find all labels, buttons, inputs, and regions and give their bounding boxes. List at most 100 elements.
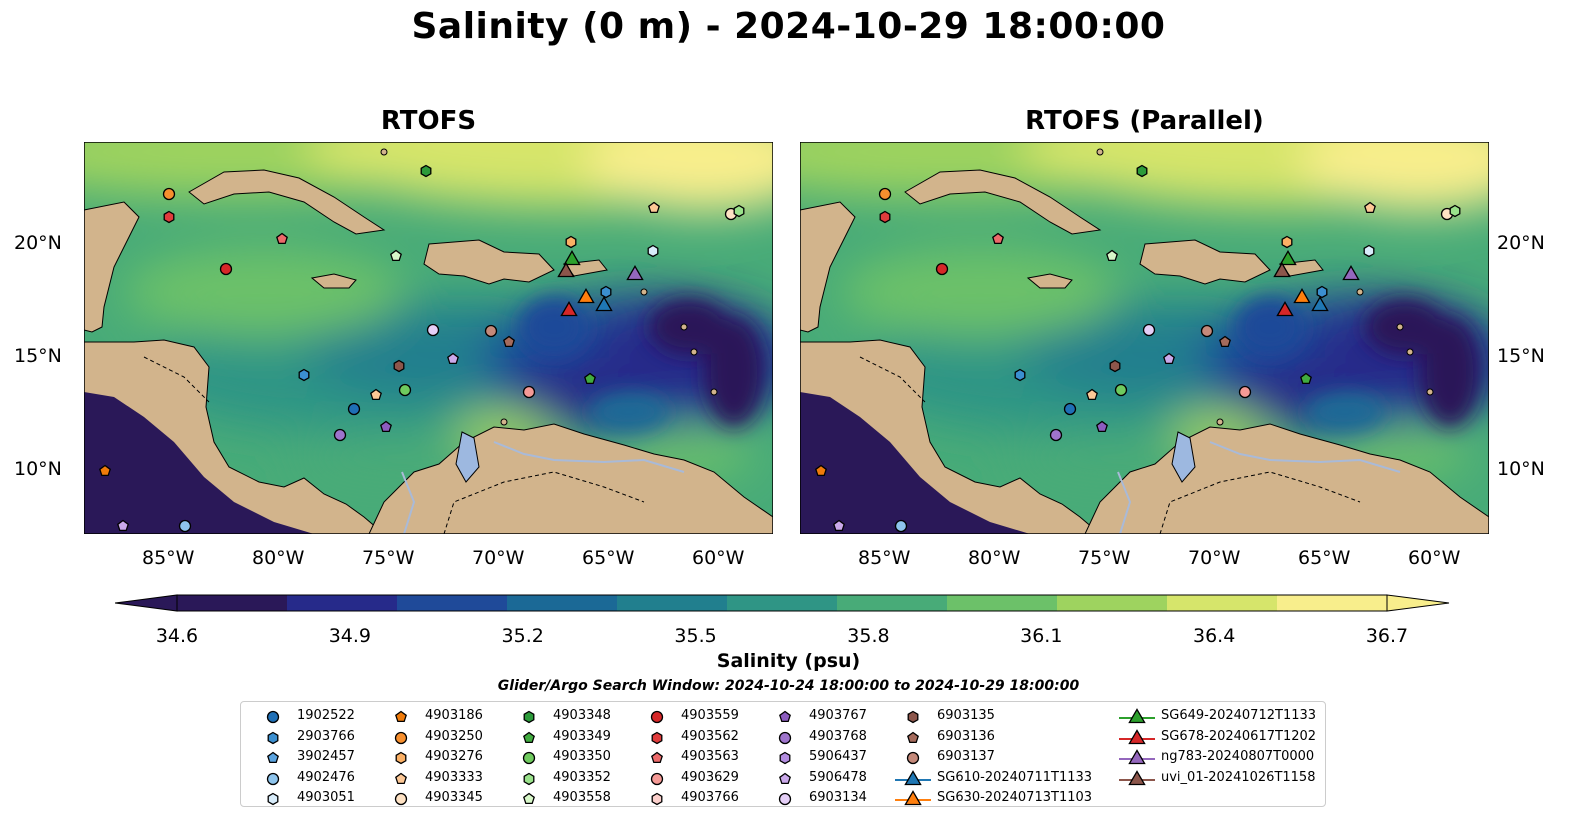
map-marker-4903350[interactable] — [398, 383, 412, 397]
map-marker-4903186[interactable] — [815, 464, 827, 477]
map-marker-4903333[interactable] — [648, 201, 660, 214]
map-marker-ng783-20240807t0000[interactable] — [626, 264, 644, 281]
map-marker-sg610-20240711t1133[interactable] — [1311, 295, 1329, 312]
map-marker-4903333[interactable] — [370, 388, 382, 401]
map-marker-4903276[interactable] — [565, 235, 577, 249]
legend-marker — [394, 731, 408, 744]
map-marker-6903135[interactable] — [393, 359, 405, 373]
map-marker-4903186[interactable] — [99, 464, 111, 477]
map-marker-4903250[interactable] — [878, 187, 892, 201]
map-marker-4903352[interactable] — [733, 204, 745, 218]
map-marker-4903051[interactable] — [647, 244, 659, 258]
legend-label: 4903333 — [425, 769, 483, 785]
map-marker-4903348[interactable] — [1136, 164, 1148, 178]
map-marker-uvi_01-20241026t1158[interactable] — [1273, 261, 1291, 278]
map-marker-4903559[interactable] — [935, 262, 949, 276]
lon-label-80w-left: 80°W — [252, 547, 305, 569]
legend-label: SG649-20240712T1133 — [1161, 708, 1317, 723]
map-marker-4903276[interactable] — [1281, 235, 1293, 249]
map-marker-4903333[interactable] — [1086, 388, 1098, 401]
map-marker-sg678-20240617t1202[interactable] — [560, 300, 578, 317]
legend-marker — [778, 792, 792, 806]
colorbar-tick-label: 35.2 — [501, 625, 544, 647]
legend-marker — [906, 751, 920, 765]
map-marker-4903768[interactable] — [333, 428, 347, 442]
map-marker-4903563[interactable] — [276, 232, 288, 245]
colorbar-segment — [947, 595, 1058, 611]
map-marker-6903134[interactable] — [426, 323, 440, 337]
map-marker-4903051[interactable] — [1363, 244, 1375, 258]
legend-marker — [266, 772, 280, 785]
map-panel-rtofs[interactable] — [83, 141, 774, 535]
map-marker-1902522[interactable] — [347, 402, 361, 416]
map-marker-5906478[interactable] — [1163, 352, 1175, 365]
map-marker-4903349[interactable] — [1300, 372, 1312, 385]
map-marker-4903768[interactable] — [1049, 428, 1063, 442]
legend-label: 1902522 — [297, 708, 355, 723]
legend-label: 4903345 — [425, 790, 483, 805]
map-marker-2903766[interactable] — [600, 285, 612, 299]
map-marker-4903562[interactable] — [879, 210, 891, 224]
legend-marker — [650, 710, 664, 724]
map-marker-6903137[interactable] — [1200, 324, 1214, 338]
map-marker-2903766[interactable] — [298, 368, 310, 382]
map-marker-4903563[interactable] — [992, 232, 1004, 245]
legend-marker — [651, 731, 663, 744]
colorbar-segment — [1167, 595, 1278, 611]
map-marker-6903134[interactable] — [1142, 323, 1156, 337]
map-marker-uvi_01-20241026t1158[interactable] — [557, 261, 575, 278]
map-marker-sg649-20240712t1133[interactable] — [563, 249, 581, 266]
map-marker-4903333[interactable] — [1364, 201, 1376, 214]
lon-label-85w-right: 85°W — [858, 547, 911, 569]
legend-marker — [779, 751, 791, 765]
map-marker-4903562[interactable] — [163, 210, 175, 224]
legend-label: 4903629 — [681, 769, 739, 785]
map-marker-4903558[interactable] — [1106, 249, 1118, 262]
legend-label: 4902476 — [297, 769, 355, 785]
map-marker-sg649-20240712t1133[interactable] — [1279, 249, 1297, 266]
map-marker-6903136[interactable] — [503, 335, 515, 348]
map-marker-4903349[interactable] — [584, 372, 596, 385]
map-marker-6903136[interactable] — [1219, 335, 1231, 348]
legend-label: 4903558 — [553, 790, 611, 805]
map-marker-2903766[interactable] — [1316, 285, 1328, 299]
legend-label: 4903051 — [297, 790, 355, 805]
map-marker-1902522[interactable] — [178, 519, 192, 533]
map-marker-sg630-20240713t1103[interactable] — [1293, 287, 1311, 304]
map-marker-6903137[interactable] — [484, 324, 498, 338]
map-marker-4903348[interactable] — [420, 164, 432, 178]
map-marker-sg630-20240713t1103[interactable] — [577, 287, 595, 304]
legend-marker — [895, 769, 931, 785]
legend-label: 4903559 — [681, 708, 739, 723]
colorbar-min-extend — [115, 594, 178, 612]
map-marker-5906478[interactable] — [447, 352, 459, 365]
colorbar — [115, 594, 1450, 612]
map-marker-4903250[interactable] — [162, 187, 176, 201]
map-marker-5906478[interactable] — [117, 519, 129, 532]
map-marker-5906478[interactable] — [833, 519, 845, 532]
legend-marker — [523, 792, 535, 805]
map-marker-sg678-20240617t1202[interactable] — [1276, 300, 1294, 317]
map-panel-rtofs-parallel[interactable] — [799, 141, 1490, 535]
map-marker-1902522[interactable] — [894, 519, 908, 533]
map-marker-4903629[interactable] — [1238, 385, 1252, 399]
legend: 1902522 2903766 3902457 4902476 4903051 49031… — [240, 701, 1326, 807]
map-marker-4903767[interactable] — [1096, 420, 1108, 433]
map-marker-4903629[interactable] — [522, 385, 536, 399]
map-marker-sg610-20240711t1133[interactable] — [595, 295, 613, 312]
map-marker-4903559[interactable] — [219, 262, 233, 276]
legend-label: 6903135 — [937, 708, 995, 723]
map-marker-4903558[interactable] — [390, 249, 402, 262]
map-marker-6903135[interactable] — [1109, 359, 1121, 373]
map-marker-ng783-20240807t0000[interactable] — [1342, 264, 1360, 281]
legend-marker — [895, 790, 931, 806]
map-marker-4903767[interactable] — [380, 420, 392, 433]
colorbar-segment — [397, 595, 508, 611]
map-marker-2903766[interactable] — [1014, 368, 1026, 382]
legend-label: SG630-20240713T1103 — [937, 790, 1093, 805]
colorbar-max-extend — [1386, 594, 1450, 612]
map-marker-4903350[interactable] — [1114, 383, 1128, 397]
legend-marker — [267, 751, 279, 764]
map-marker-4903352[interactable] — [1449, 204, 1461, 218]
map-marker-1902522[interactable] — [1063, 402, 1077, 416]
